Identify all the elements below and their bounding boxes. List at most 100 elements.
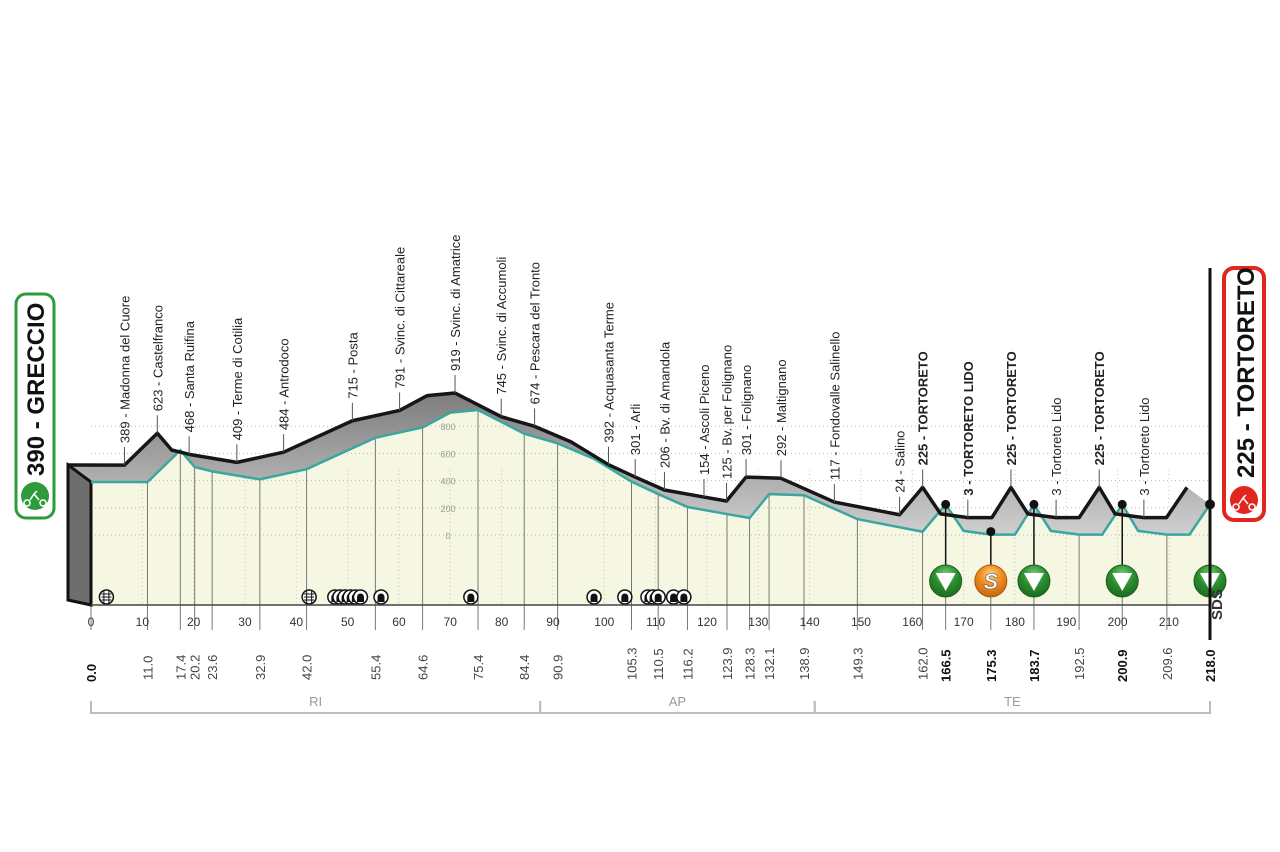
relief-band — [68, 393, 1210, 535]
start-box — [14, 292, 56, 520]
km-marker-label: 11.0 — [140, 656, 155, 680]
waypoint-label: 791 - Svinc. di Cittareale — [393, 247, 408, 389]
km-marker-label: 166.5 — [939, 649, 954, 682]
km-marker-label: 128.3 — [743, 647, 758, 680]
y-tick-label: 600 — [440, 449, 455, 459]
waypoint-label: 745 - Svinc. di Accumoli — [494, 257, 509, 395]
waypoint-label: 154 - Ascoli Piceno — [697, 364, 712, 475]
finish-label: 225 - TORTORETO — [1233, 267, 1260, 478]
x-tick-label: 60 — [392, 615, 406, 629]
x-tick-label: 50 — [341, 615, 355, 629]
y-tick-label: 400 — [440, 477, 455, 487]
km-marker-label: 110.5 — [651, 648, 666, 680]
x-tick-label: 190 — [1056, 615, 1076, 629]
province-label: RI — [309, 694, 322, 709]
km-marker-label: 149.3 — [850, 647, 865, 680]
x-tick-label: 170 — [954, 615, 974, 629]
start-label: 390 - GRECCIO — [23, 303, 50, 476]
waypoint-label: 225 - TORTORETO — [1004, 351, 1019, 465]
km-marker-label: 175.3 — [984, 649, 999, 682]
x-tick-label: 0 — [88, 615, 95, 629]
x-tick-label: 10 — [136, 615, 150, 629]
km-marker-label: 123.9 — [720, 647, 735, 680]
km-marker-label: 105.3 — [625, 647, 640, 680]
km-marker-label: 132.1 — [762, 647, 777, 680]
km-marker-label: 0.0 — [84, 664, 99, 682]
sds-logo: SDS — [1209, 589, 1226, 620]
x-tick-label: 140 — [800, 615, 820, 629]
x-tick-label: 40 — [290, 615, 304, 629]
waypoint-label: 225 - TORTORETO — [916, 351, 931, 465]
tunnel-glyph — [467, 593, 475, 602]
tunnel-glyph — [670, 593, 678, 602]
waypoint-label: 392 - Acquasanta Terme — [602, 302, 617, 443]
y-tick-label: 200 — [440, 504, 455, 514]
sprint-marker-icon — [974, 564, 1008, 598]
finish-dot — [1205, 499, 1215, 510]
waypoint-label: 301 - Arli — [628, 404, 643, 455]
x-tick-label: 100 — [594, 615, 614, 629]
x-tick-label: 210 — [1159, 615, 1179, 629]
waypoint-label: 409 - Terme di Cotilia — [230, 317, 245, 440]
km-marker-label: 200.9 — [1115, 649, 1130, 682]
climb-dot — [1029, 499, 1039, 509]
sprint-symbol: S — [983, 569, 998, 594]
waypoint-label: 206 - Bv. di Amandola — [657, 341, 672, 468]
bike-glyph — [23, 490, 47, 507]
x-tick-label: 180 — [1005, 615, 1025, 629]
km-marker-label: 64.6 — [416, 655, 431, 680]
waypoint-label: 484 - Antrodoco — [277, 338, 292, 430]
km-marker-label: 218.0 — [1203, 649, 1218, 682]
province-bracket — [813, 701, 1211, 714]
x-tick-label: 30 — [238, 615, 252, 629]
waypoint-label: 623 - Castelfranco — [150, 305, 165, 411]
km-marker-label: 55.4 — [368, 655, 383, 680]
waypoint-label: 3 - Tortoreto Lido — [1137, 398, 1152, 496]
tunnel-glyph — [680, 593, 688, 602]
province-label: AP — [669, 694, 686, 709]
x-tick-label: 120 — [697, 615, 717, 629]
start-wall — [66, 461, 93, 607]
km-marker-label: 20.2 — [188, 655, 203, 680]
waypoint-label: 389 - Madonna del Cuore — [117, 296, 132, 443]
down-triangle-icon — [935, 573, 956, 591]
waypoint-label: 301 - Folignano — [739, 365, 754, 455]
tunnel-glyph — [590, 593, 598, 602]
km-marker-label: 75.4 — [471, 655, 486, 680]
km-marker-label: 138.9 — [797, 647, 812, 680]
waypoint-label: 715 - Posta — [345, 332, 360, 399]
x-tick-label: 20 — [187, 615, 201, 629]
down-triangle-icon — [1023, 573, 1044, 591]
x-tick-label: 90 — [546, 615, 560, 629]
down-triangle-icon — [1112, 573, 1133, 591]
y-tick-label: 800 — [440, 422, 455, 432]
km-marker-label: 116.2 — [680, 648, 695, 680]
x-tick-label: 80 — [495, 615, 509, 629]
x-tick-label: 110 — [646, 615, 665, 629]
waypoint-label: 3 - Tortoreto Lido — [1049, 398, 1064, 496]
km-marker-label: 192.5 — [1072, 647, 1087, 680]
finish-box — [1222, 266, 1266, 522]
x-tick-label: 130 — [748, 615, 768, 629]
province-label: TE — [1004, 694, 1021, 709]
waypoint-label: 225 - TORTORETO — [1092, 351, 1107, 465]
km-marker-label: 183.7 — [1027, 649, 1042, 682]
km-marker-label: 32.9 — [253, 655, 268, 680]
waypoint-label: 919 - Svinc. di Amatrice — [448, 234, 463, 371]
bike-glyph — [1232, 494, 1256, 511]
km-marker-label: 23.6 — [205, 655, 220, 680]
relief-top-line — [67, 391, 1189, 520]
km-marker-label: 90.9 — [551, 655, 566, 680]
y-tick-label: 0 — [445, 531, 450, 541]
km-marker-label: 17.4 — [173, 655, 188, 680]
waypoint-label: 292 - Maltignano — [774, 359, 789, 456]
x-tick-label: 150 — [851, 615, 871, 629]
level-crossing-glyph — [304, 591, 315, 603]
elevation-line — [90, 408, 1212, 536]
waypoint-label: 125 - Bv. per Folignano — [720, 345, 735, 479]
level-crossing-glyph — [101, 591, 112, 603]
sprint-dot — [986, 527, 996, 537]
x-tick-label: 160 — [902, 615, 922, 629]
climb-dot — [941, 499, 951, 509]
